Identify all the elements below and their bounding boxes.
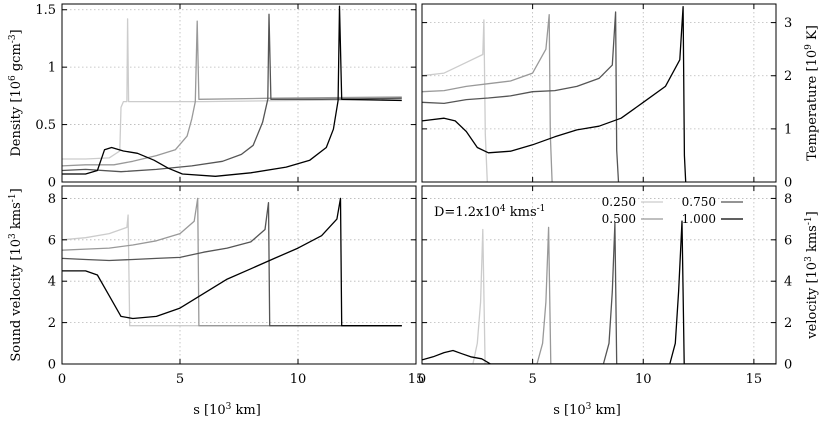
y-axis-label: Density [106 gcm-3] bbox=[8, 29, 24, 156]
grid bbox=[62, 4, 416, 182]
series-line-0.500 bbox=[62, 197, 402, 327]
series-group bbox=[62, 197, 402, 327]
x-tick-label: 10 bbox=[290, 372, 307, 387]
legend-label: 0.500 bbox=[602, 212, 636, 226]
series-line-1.000 bbox=[422, 6, 687, 182]
y-tick-label: 4 bbox=[48, 275, 56, 290]
y-tick-label: 2 bbox=[48, 316, 56, 331]
y-tick-label: 2 bbox=[784, 69, 792, 84]
x-tick-label: 0 bbox=[418, 372, 426, 387]
y-tick-label: 6 bbox=[48, 233, 56, 248]
panel-sound-velocity: 0 2 4 6 8 0 5 10 15 Sound velocity [103 kms-1] s [… bbox=[8, 185, 425, 418]
y-tick-label: 0 bbox=[784, 358, 792, 373]
grid bbox=[422, 4, 776, 182]
series-line-0.500 bbox=[422, 13, 553, 182]
series-line-0.250 bbox=[422, 19, 488, 182]
y-tick-label: 1.5 bbox=[35, 3, 56, 18]
legend-label: 0.250 bbox=[602, 195, 636, 209]
series-line-0.750 bbox=[422, 222, 776, 364]
series-line-0.250 bbox=[62, 18, 402, 160]
y-axis-label: velocity [103 kms-1] bbox=[804, 211, 820, 339]
plot-frame bbox=[61, 185, 417, 365]
grid bbox=[422, 186, 776, 364]
series-line-0.750 bbox=[62, 13, 402, 173]
series-group bbox=[422, 6, 687, 182]
panel-velocity: 0 2 4 6 8 0 5 10 15 velocity [103 kms-1] s [103 km… bbox=[418, 185, 820, 418]
y-tick-label: 0 bbox=[784, 176, 792, 191]
series-line-1.000 bbox=[62, 5, 402, 177]
x-tick-label: 15 bbox=[746, 372, 763, 387]
legend-label: 0.750 bbox=[682, 195, 716, 209]
y-tick-label: 6 bbox=[784, 233, 792, 248]
x-tick-label: 0 bbox=[58, 372, 66, 387]
y-tick-label: 2 bbox=[784, 316, 792, 331]
panel-temperature: 0 1 2 3 Temperature [109 K] bbox=[421, 3, 820, 191]
series-line-0.500 bbox=[62, 20, 402, 167]
y-axis-label: Sound velocity [103 kms-1] bbox=[8, 188, 24, 361]
series-line-1.000 bbox=[422, 220, 776, 364]
series-line-0.750 bbox=[422, 11, 620, 182]
y-tick-label: 0 bbox=[48, 358, 56, 373]
y-axis-label: Temperature [109 K] bbox=[804, 25, 820, 161]
series-line-0.250 bbox=[422, 228, 776, 364]
x-tick-label: 5 bbox=[528, 372, 536, 387]
series-line-1.000 bbox=[62, 197, 402, 327]
series-line-0.750 bbox=[62, 201, 402, 327]
x-tick-label: 5 bbox=[176, 372, 184, 387]
series-line-0.250 bbox=[62, 214, 402, 327]
series-group bbox=[62, 5, 402, 177]
plot-frame bbox=[421, 185, 777, 365]
legend: 0.250 0.750 0.500 1.000 bbox=[602, 195, 743, 226]
series-group bbox=[422, 220, 776, 364]
series-line-0.500 bbox=[422, 226, 776, 364]
x-tick-label: 15 bbox=[408, 372, 425, 387]
y-tick-label: 8 bbox=[48, 192, 56, 207]
plot-frame bbox=[61, 3, 417, 183]
y-tick-label: 3 bbox=[784, 16, 792, 31]
y-tick-label: 8 bbox=[784, 192, 792, 207]
x-axis-label: s [103 km] bbox=[553, 402, 621, 418]
grid bbox=[62, 186, 416, 364]
y-tick-label: 1 bbox=[784, 122, 792, 137]
plot-frame bbox=[421, 3, 777, 183]
y-tick-label: 0 bbox=[48, 176, 56, 191]
panel-density: 0 0.5 1 1.5 Density [106 gcm-3] bbox=[8, 3, 417, 191]
annotation-detonation-speed: D=1.2x104 kms-1 bbox=[434, 204, 545, 220]
x-axis-label: s [103 km] bbox=[193, 402, 261, 418]
y-tick-label: 1 bbox=[48, 61, 56, 76]
y-tick-label: 0.5 bbox=[35, 118, 56, 133]
x-tick-label: 10 bbox=[635, 372, 652, 387]
y-tick-label: 4 bbox=[784, 275, 792, 290]
legend-label: 1.000 bbox=[682, 212, 716, 226]
